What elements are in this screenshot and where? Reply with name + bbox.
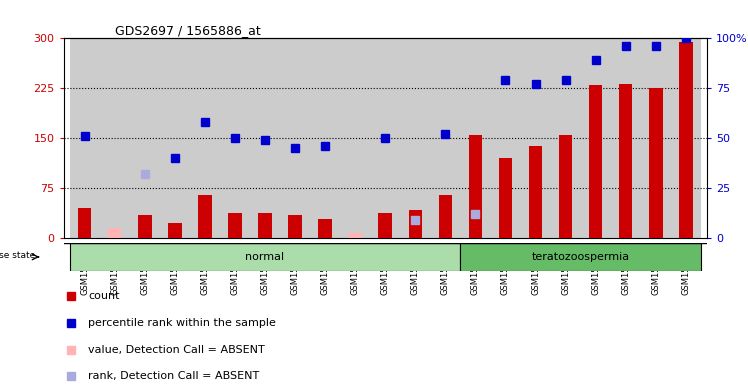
- Text: normal: normal: [245, 252, 284, 262]
- Text: teratozoospermia: teratozoospermia: [532, 252, 630, 262]
- Bar: [430, 38, 460, 238]
- Bar: [198, 195, 212, 238]
- Text: GDS2697 / 1565886_at: GDS2697 / 1565886_at: [115, 24, 261, 37]
- Bar: [610, 38, 641, 238]
- Bar: [580, 38, 610, 238]
- Bar: [408, 210, 422, 238]
- Bar: [641, 38, 671, 238]
- Bar: [460, 38, 491, 238]
- Text: rank, Detection Call = ABSENT: rank, Detection Call = ABSENT: [88, 371, 260, 381]
- Bar: [340, 38, 370, 238]
- Bar: [559, 135, 572, 238]
- Bar: [589, 85, 602, 238]
- Bar: [679, 42, 693, 238]
- Bar: [70, 243, 460, 271]
- Bar: [280, 38, 310, 238]
- Bar: [220, 38, 250, 238]
- Bar: [138, 215, 152, 238]
- Bar: [460, 243, 701, 271]
- Bar: [288, 215, 301, 238]
- Bar: [349, 233, 362, 238]
- Bar: [551, 38, 580, 238]
- Bar: [319, 219, 332, 238]
- Bar: [168, 223, 182, 238]
- Bar: [671, 38, 701, 238]
- Bar: [491, 38, 521, 238]
- Bar: [258, 213, 272, 238]
- Bar: [469, 135, 482, 238]
- Text: count: count: [88, 291, 120, 301]
- Bar: [108, 228, 121, 238]
- Bar: [160, 38, 190, 238]
- Bar: [438, 195, 452, 238]
- Bar: [499, 158, 512, 238]
- Bar: [378, 213, 392, 238]
- Bar: [521, 38, 551, 238]
- Bar: [529, 146, 542, 238]
- Bar: [99, 38, 129, 238]
- Bar: [129, 38, 160, 238]
- Bar: [619, 84, 633, 238]
- Bar: [250, 38, 280, 238]
- Text: percentile rank within the sample: percentile rank within the sample: [88, 318, 276, 328]
- Bar: [190, 38, 220, 238]
- Bar: [108, 228, 121, 238]
- Bar: [70, 38, 99, 238]
- Text: disease state: disease state: [0, 251, 35, 260]
- Bar: [400, 38, 430, 238]
- Bar: [310, 38, 340, 238]
- Bar: [78, 208, 91, 238]
- Bar: [370, 38, 400, 238]
- Bar: [228, 213, 242, 238]
- Text: value, Detection Call = ABSENT: value, Detection Call = ABSENT: [88, 344, 265, 354]
- Bar: [649, 88, 663, 238]
